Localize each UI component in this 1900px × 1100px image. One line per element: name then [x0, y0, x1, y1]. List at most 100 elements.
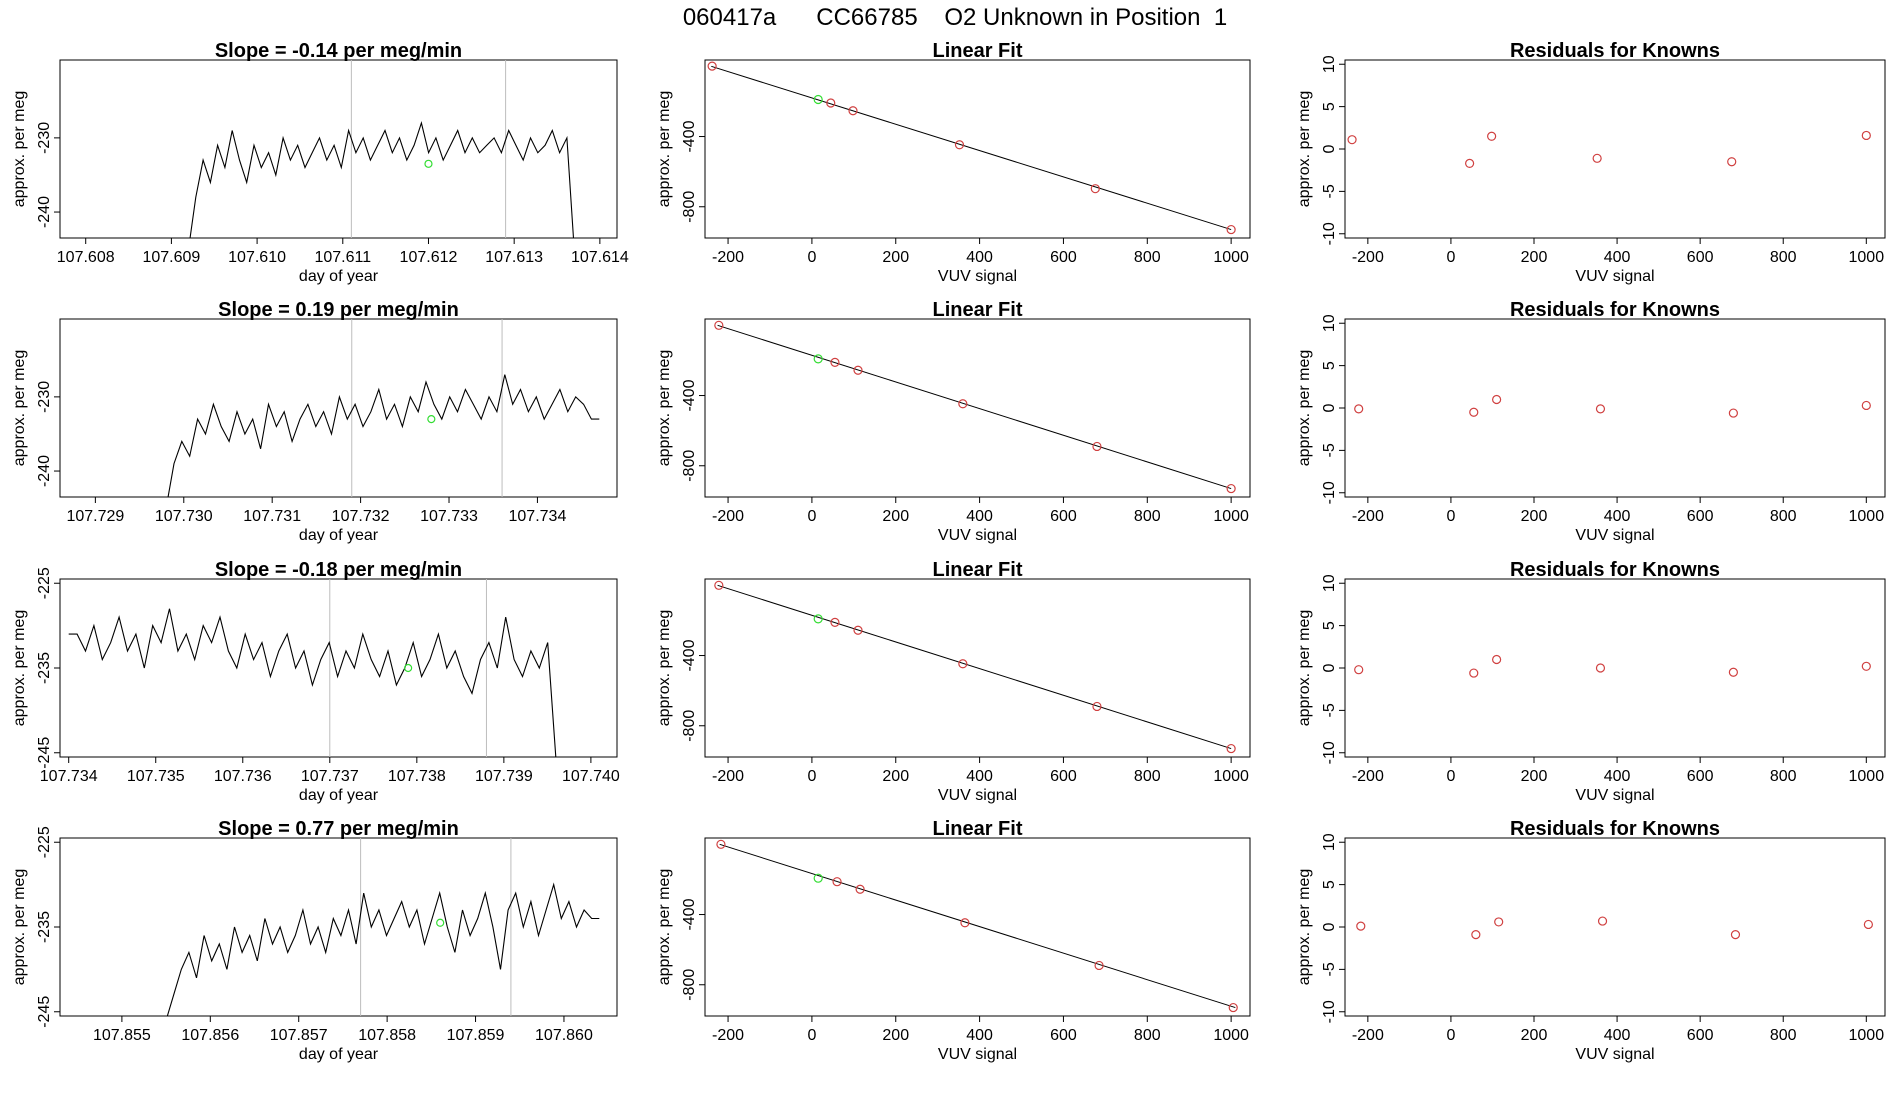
panel-residuals-2: Residuals for Knowns-200 0 200 400 600 800 100…: [1296, 299, 1886, 544]
x-tick-label: 107.736: [214, 768, 272, 785]
x-tick-label: 107.614: [571, 249, 629, 266]
plot-frame: [704, 318, 1251, 498]
panel-linear-fit-4: Linear Fit -200 0 200 400 600 800 1000 VUV signa…: [656, 818, 1251, 1063]
x-tick-label: 800: [1770, 768, 1797, 785]
residual-point: [1465, 158, 1475, 169]
y-tick-label: -800: [681, 969, 698, 1001]
x-tick-label: 800: [1134, 249, 1161, 266]
known-point: [1226, 483, 1236, 494]
y-tick-label: 10: [1321, 314, 1338, 332]
x-axis-label: VUV signal: [1575, 1046, 1654, 1063]
y-tick-label: -230: [36, 381, 53, 413]
x-tick-label: 400: [966, 249, 993, 266]
x-tick-label: -200: [1352, 249, 1384, 266]
y-tick-label: -400: [681, 898, 698, 930]
x-tick-label: -200: [712, 1027, 744, 1044]
unknown-point: [424, 159, 433, 168]
x-tick-label: 0: [1446, 508, 1455, 525]
known-point: [855, 884, 865, 894]
known-point: [830, 357, 840, 367]
x-tick-label: -200: [1352, 508, 1384, 525]
x-tick-label: 800: [1134, 508, 1161, 525]
x-tick-label: 107.737: [301, 768, 359, 785]
y-axis-label: approx. per meg: [1296, 869, 1313, 986]
y-axis-label: approx. per meg: [11, 91, 28, 208]
x-tick-label: 200: [1521, 768, 1548, 785]
residual-point: [1595, 404, 1606, 414]
known-point: [1228, 1002, 1238, 1013]
x-axis-label: VUV signal: [1575, 268, 1654, 285]
residual-point: [1471, 930, 1481, 940]
x-tick-label: 107.731: [243, 508, 301, 525]
y-tick-label: -225: [36, 567, 53, 599]
y-tick-label: 0: [1321, 922, 1338, 931]
plot-frame: [704, 837, 1251, 1017]
panel-title: Linear Fit: [932, 559, 1022, 581]
y-tick-label: -5: [1321, 443, 1338, 457]
x-tick-label: 1000: [1849, 768, 1885, 785]
y-tick-label: 10: [1321, 833, 1338, 851]
x-tick-label: 800: [1770, 249, 1797, 266]
panel-linear-fit-2: Linear Fit -200 0 200 400 600 800 1000 VUV signa…: [656, 299, 1251, 544]
panel-title: Residuals for Knowns: [1510, 40, 1720, 62]
residual-point: [1728, 408, 1738, 418]
y-tick-label: -240: [36, 455, 53, 487]
y-axis-label: approx. per meg: [656, 869, 673, 986]
known-point: [853, 625, 863, 635]
unknown-point: [813, 614, 823, 624]
x-tick-label: 107.858: [358, 1027, 416, 1044]
panel-time-series-3: Slope = -0.18 per meg/min 107.734 107.735 1…: [11, 559, 620, 804]
y-axis-label: approx. per meg: [656, 350, 673, 467]
known-point: [707, 61, 717, 71]
known-point: [1092, 701, 1102, 712]
x-tick-label: 107.739: [475, 768, 533, 785]
x-tick-label: 0: [807, 508, 816, 525]
known-point: [1092, 441, 1102, 452]
x-tick-label: 0: [807, 1027, 816, 1044]
x-tick-label: 107.732: [332, 508, 390, 525]
x-tick-label: 107.856: [181, 1027, 239, 1044]
residual-point: [1469, 668, 1479, 678]
x-tick-label: 107.612: [400, 249, 458, 266]
x-tick-label: -200: [712, 508, 744, 525]
x-tick-label: 1000: [1849, 249, 1885, 266]
y-tick-label: 10: [1321, 574, 1338, 592]
x-tick-label: -200: [1352, 768, 1384, 785]
y-tick-label: -400: [681, 639, 698, 671]
x-tick-label: 0: [1446, 768, 1455, 785]
x-axis-label: VUV signal: [938, 268, 1017, 285]
panel-residuals-4: Residuals for Knowns-200 0 200 400 600 800 100…: [1296, 818, 1886, 1063]
y-axis-label: approx. per meg: [656, 91, 673, 208]
y-tick-label: 0: [1321, 403, 1338, 412]
plot-frame: [1344, 318, 1886, 498]
known-point: [826, 98, 836, 108]
x-tick-label: -200: [712, 768, 744, 785]
x-tick-label: 107.735: [127, 768, 185, 785]
panel-time-series-1: Slope = -0.14 per meg/min 107.608 107.609 1…: [11, 40, 629, 285]
x-tick-label: 107.740: [562, 768, 620, 785]
y-tick-label: 5: [1321, 102, 1338, 111]
x-tick-label: 200: [882, 249, 909, 266]
panel-linear-fit-3: Linear Fit -200 0 200 400 600 800 1000 VUV signa…: [656, 559, 1251, 804]
residual-point: [1487, 131, 1497, 141]
x-tick-label: 400: [1604, 768, 1631, 785]
y-tick-label: -5: [1321, 184, 1338, 198]
panel-time-series-4: Slope = 0.77 per meg/min 107.855 107.856 10…: [11, 818, 618, 1063]
panel-linear-fit-1: Linear Fit -200 0 200 400 600 800 1000 VUV signa…: [656, 40, 1251, 285]
known-point: [954, 140, 965, 150]
x-tick-label: 107.608: [57, 249, 115, 266]
x-axis-label: VUV signal: [1575, 527, 1654, 544]
y-axis-label: approx. per meg: [11, 610, 28, 727]
x-tick-label: 800: [1770, 1027, 1797, 1044]
x-tick-label: 200: [882, 508, 909, 525]
y-tick-label: -10: [1321, 741, 1338, 764]
series-line: [189, 120, 575, 238]
y-tick-label: -800: [681, 450, 698, 482]
y-tick-label: -235: [36, 652, 53, 684]
y-tick-label: 5: [1321, 880, 1338, 889]
x-tick-label: 0: [1446, 249, 1455, 266]
y-tick-label: -245: [36, 737, 53, 769]
y-axis-label: approx. per meg: [11, 350, 28, 467]
known-point: [1094, 960, 1104, 971]
